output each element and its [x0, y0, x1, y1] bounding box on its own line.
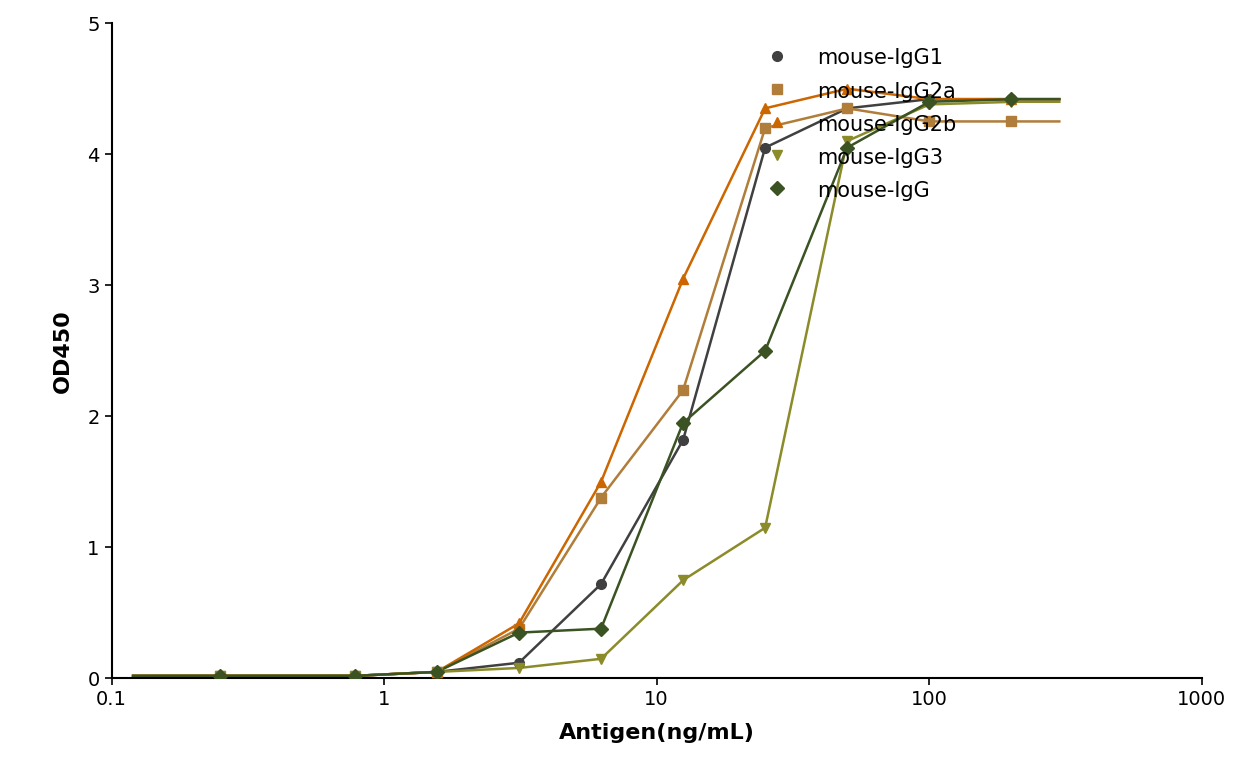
mouse-IgG2b [675, 274, 690, 284]
mouse-IgG2a [429, 668, 444, 677]
mouse-IgG3 [429, 668, 444, 677]
mouse-IgG [840, 143, 855, 153]
mouse-IgG2a [512, 624, 527, 633]
mouse-IgG1 [512, 658, 527, 668]
mouse-IgG1 [593, 580, 608, 589]
mouse-IgG1 [675, 436, 690, 445]
mouse-IgG [429, 668, 444, 677]
mouse-IgG2b [213, 672, 228, 681]
mouse-IgG2a [758, 123, 773, 133]
Line: mouse-IgG1: mouse-IgG1 [216, 94, 1016, 681]
mouse-IgG2a [840, 103, 855, 113]
mouse-IgG2b [429, 668, 444, 677]
mouse-IgG2b [593, 477, 608, 487]
mouse-IgG [675, 418, 690, 427]
mouse-IgG2a [347, 672, 362, 681]
mouse-IgG3 [512, 663, 527, 672]
mouse-IgG1 [429, 668, 444, 677]
Line: mouse-IgG3: mouse-IgG3 [216, 97, 1016, 681]
mouse-IgG2a [922, 116, 937, 126]
mouse-IgG2b [347, 672, 362, 681]
mouse-IgG1 [1004, 95, 1018, 104]
mouse-IgG3 [593, 654, 608, 663]
mouse-IgG3 [1004, 97, 1018, 106]
mouse-IgG2b [840, 84, 855, 93]
mouse-IgG [347, 672, 362, 681]
mouse-IgG3 [758, 524, 773, 533]
mouse-IgG [512, 628, 527, 637]
mouse-IgG2b [758, 103, 773, 113]
mouse-IgG2a [675, 386, 690, 395]
mouse-IgG1 [922, 95, 937, 104]
mouse-IgG [1004, 95, 1018, 104]
mouse-IgG2b [1004, 95, 1018, 104]
mouse-IgG2b [512, 619, 527, 628]
mouse-IgG1 [840, 103, 855, 113]
Legend: mouse-IgG1, mouse-IgG2a, mouse-IgG2b, mouse-IgG3, mouse-IgG: mouse-IgG1, mouse-IgG2a, mouse-IgG2b, mo… [755, 47, 957, 201]
mouse-IgG3 [675, 575, 690, 585]
mouse-IgG3 [840, 136, 855, 146]
mouse-IgG [758, 346, 773, 355]
mouse-IgG [922, 97, 937, 106]
Line: mouse-IgG: mouse-IgG [216, 94, 1016, 681]
X-axis label: Antigen(ng/mL): Antigen(ng/mL) [559, 723, 755, 743]
Y-axis label: OD450: OD450 [53, 309, 73, 392]
mouse-IgG2b [922, 95, 937, 104]
mouse-IgG [213, 672, 228, 681]
mouse-IgG3 [922, 99, 937, 109]
mouse-IgG2a [593, 493, 608, 502]
mouse-IgG3 [347, 672, 362, 681]
mouse-IgG1 [758, 143, 773, 153]
mouse-IgG1 [213, 672, 228, 681]
Line: mouse-IgG2a: mouse-IgG2a [216, 103, 1016, 681]
mouse-IgG2a [213, 672, 228, 681]
mouse-IgG2a [1004, 116, 1018, 126]
mouse-IgG [593, 624, 608, 633]
Line: mouse-IgG2b: mouse-IgG2b [216, 84, 1016, 681]
mouse-IgG1 [347, 672, 362, 681]
mouse-IgG3 [213, 672, 228, 681]
